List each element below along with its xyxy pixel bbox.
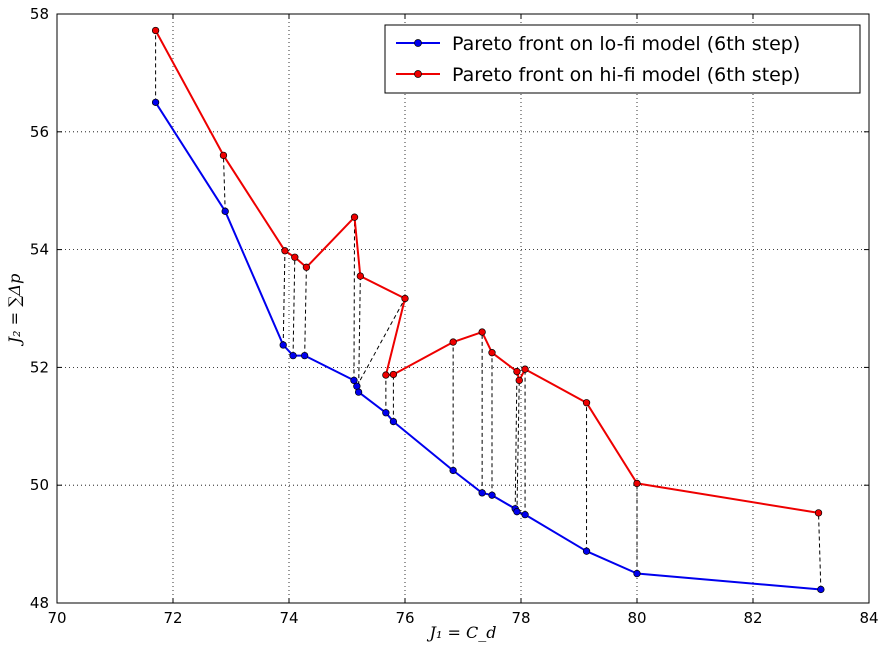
connector-line: [358, 276, 361, 393]
connector-line: [282, 250, 286, 346]
data-point-lofi: [633, 569, 641, 578]
data-point-hifi: [521, 365, 529, 373]
data-point-lofi: [382, 409, 390, 417]
data-point-hifi: [350, 213, 359, 221]
y-tick-label: 50: [30, 476, 49, 494]
data-point-lofi: [513, 508, 521, 516]
connector-line: [304, 267, 307, 356]
data-point-hifi: [302, 263, 311, 271]
x-tick-label: 78: [511, 609, 530, 627]
data-point-lofi: [521, 511, 529, 519]
data-point-lofi: [279, 341, 287, 349]
ticks: 70 72 74 76 78 80 82 84 48 50 52 54 56 58: [30, 5, 879, 627]
x-tick-label: 74: [279, 609, 298, 627]
data-point-hifi: [389, 370, 398, 379]
data-point-hifi: [219, 151, 228, 160]
connector-line: [356, 298, 406, 387]
x-tick-label: 70: [47, 609, 66, 627]
data-point-hifi: [401, 294, 409, 303]
legend-marker-lofi: [414, 39, 422, 47]
data-point-hifi: [382, 371, 390, 379]
data-point-hifi: [582, 399, 591, 407]
connector-line: [516, 380, 520, 512]
data-point-lofi: [289, 351, 297, 360]
data-point-lofi: [582, 547, 591, 555]
data-point-hifi: [515, 376, 523, 385]
data-point-lofi: [350, 376, 358, 385]
x-tick-label: 72: [163, 609, 182, 627]
legend-label-lofi: Pareto front on lo-fi model (6th step): [452, 33, 800, 55]
data-point-lofi: [817, 585, 825, 594]
data-point-lofi: [449, 466, 457, 475]
data-point-hifi: [478, 328, 486, 336]
x-tick-label: 82: [743, 609, 762, 627]
data-point-hifi: [151, 26, 160, 35]
connector-lines: [155, 30, 822, 590]
data-point-lofi: [478, 489, 486, 497]
x-tick-label: 76: [395, 609, 414, 627]
data-point-lofi: [488, 491, 496, 499]
y-axis-label: J₂ = ∑Δp: [5, 274, 24, 347]
connector-line: [514, 371, 518, 509]
data-point-lofi: [389, 417, 398, 426]
legend-label-hifi: Pareto front on hi-fi model (6th step): [452, 64, 800, 86]
legend-box: [384, 24, 861, 94]
data-point-lofi: [221, 207, 229, 215]
x-axis-label: J₁ = C_d: [427, 623, 497, 642]
y-tick-label: 56: [30, 123, 49, 141]
legend: Pareto front on lo-fi model (6th step) P…: [384, 24, 861, 94]
data-point-hifi: [513, 367, 521, 376]
data-point-lofi: [354, 388, 363, 396]
data-point-hifi: [449, 338, 457, 346]
y-tick-label: 58: [30, 5, 49, 23]
data-point-hifi: [633, 479, 641, 488]
data-point-hifi: [281, 247, 289, 255]
data-point-hifi: [291, 253, 299, 261]
y-tick-label: 52: [30, 358, 49, 376]
data-point-lofi: [151, 98, 160, 106]
plot-frame: [56, 13, 870, 604]
connector-line: [292, 257, 296, 356]
y-tick-label: 54: [30, 241, 49, 259]
data-point-hifi: [814, 509, 823, 517]
y-tick-label: 48: [30, 594, 49, 612]
legend-marker-hifi: [414, 70, 422, 78]
x-tick-label: 80: [627, 609, 646, 627]
x-tick-label: 84: [859, 609, 878, 627]
connector-line: [818, 512, 822, 590]
data-point-hifi: [488, 349, 496, 357]
connector-line: [353, 217, 356, 381]
series-layer: [151, 26, 825, 594]
connector-line: [222, 155, 226, 212]
data-point-hifi: [356, 272, 364, 280]
grid: [57, 14, 869, 603]
data-point-lofi: [301, 351, 309, 360]
